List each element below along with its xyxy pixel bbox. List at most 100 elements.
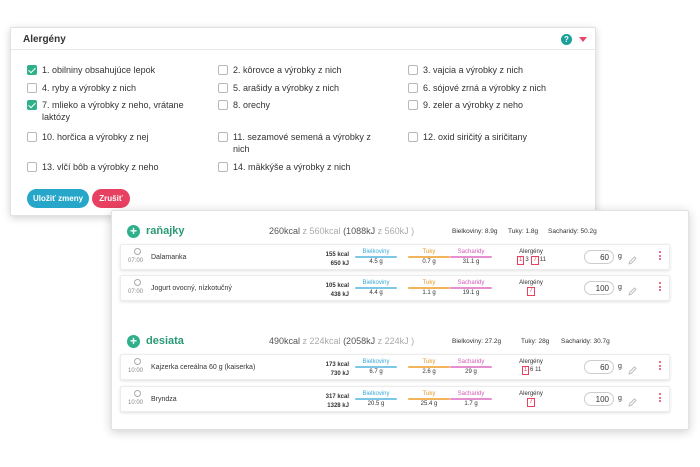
collapse-caret-icon[interactable] (579, 37, 587, 42)
fat-bar (408, 256, 450, 258)
checkbox[interactable] (408, 100, 418, 110)
allergen-code: 6 (530, 367, 534, 373)
checkbox[interactable] (408, 132, 418, 142)
food-row: 10:00 Bryndza 317 kcal 1328 kJ Bielkoviny 20.… (120, 386, 670, 412)
more-options-icon[interactable] (659, 393, 662, 404)
meal-fat-sum: Tuky: 28g (521, 338, 550, 345)
allergen-codes: 7 (509, 287, 553, 296)
meal-protein-sum: Bielkoviny: 8.9g (452, 228, 498, 235)
more-options-icon[interactable] (659, 251, 662, 262)
fat-label: Tuky (422, 391, 436, 397)
food-allergens: Alergény 7 (509, 390, 553, 407)
checkbox[interactable] (27, 83, 37, 93)
protein-label: Bielkoviny (362, 249, 390, 255)
save-changes-button[interactable]: Uložiť zmeny (27, 189, 89, 208)
allergen-label: 10. horčica a výrobky z nej (42, 132, 149, 142)
checkbox[interactable] (218, 65, 228, 75)
protein-value: 6.7 g (369, 369, 383, 375)
pencil-icon[interactable] (628, 362, 637, 375)
add-food-plus-icon[interactable]: + (127, 335, 140, 348)
allergen-panel-title: Alergény (23, 34, 66, 45)
carb-label: Sacharidy (457, 359, 485, 365)
food-carb-macro: Sacharidy 19.1 g (448, 279, 494, 298)
meal-header: + raňajky 260kcal z 560kcal (1088kJ z 560k… (112, 222, 688, 246)
allergen-label: 12. oxid siričitý a siričitany (423, 132, 528, 142)
meal-energy-summary: 490kcal z 224kcal (2058kJ z 224kJ ) (269, 336, 414, 346)
carb-bar (450, 366, 492, 368)
quantity-input[interactable]: 60 (584, 360, 614, 374)
food-fat-macro: Tuky 1.1 g (406, 279, 452, 298)
checkbox[interactable] (27, 100, 37, 110)
checkbox[interactable] (27, 65, 37, 75)
clock-icon (134, 248, 141, 255)
fat-bar (408, 287, 450, 289)
allergen-code: 7 (527, 287, 535, 296)
pencil-icon[interactable] (628, 394, 637, 407)
carb-bar (450, 287, 492, 289)
food-kj: 438 kJ (330, 292, 349, 298)
quantity-value: 100 (595, 284, 609, 293)
quantity-input[interactable]: 60 (584, 250, 614, 264)
food-time: 10:00 (128, 368, 144, 374)
more-options-icon[interactable] (659, 282, 662, 293)
food-kj: 1328 kJ (327, 403, 349, 409)
food-allergens: Alergény 7 (509, 279, 553, 296)
allergens-label: Alergény (519, 359, 543, 365)
food-kcal: 155 kcal (325, 252, 349, 258)
quantity-unit: g (618, 395, 622, 402)
allergen-code: 1 (517, 256, 525, 265)
pencil-icon[interactable] (628, 283, 637, 296)
quantity-value: 60 (600, 253, 609, 262)
quantity-unit: g (618, 284, 622, 291)
food-fat-macro: Tuky 2.6 g (406, 358, 452, 377)
meal-carb-sum: Sacharidy: 30.7g (561, 338, 610, 345)
food-protein-macro: Bielkoviny 6.7 g (353, 358, 399, 377)
cancel-button[interactable]: Zrušiť (92, 189, 130, 208)
fat-bar (408, 398, 450, 400)
food-energy: 155 kcal 650 kJ (309, 251, 349, 269)
pencil-icon[interactable] (628, 252, 637, 265)
allergens-label: Alergény (519, 249, 543, 255)
meal-kj-value: (1088kJ (343, 226, 378, 236)
food-name: Jogurt ovocný, nízkotučný (151, 285, 232, 292)
allergen-label: 7. mlieko a výrobky z neho, vrátane laktó… (42, 100, 184, 122)
quantity-input[interactable]: 100 (584, 281, 614, 295)
allergen-code: 3 (525, 257, 529, 263)
food-name: Bryndza (151, 396, 177, 403)
meal-energy-summary: 260kcal z 560kcal (1088kJ z 560kJ ) (269, 226, 414, 236)
meal-header: + desiata 490kcal z 224kcal (2058kJ z 224k… (112, 332, 688, 356)
checkbox[interactable] (27, 132, 37, 142)
allergen-code: 1 (521, 366, 530, 375)
checkbox[interactable] (27, 162, 37, 172)
meal-kj-target: z 224kJ ) (377, 336, 415, 346)
allergen-panel: Alergény ? 1. obilniny obsahujúce lepok 2… (10, 27, 596, 216)
checkbox[interactable] (408, 65, 418, 75)
clock-icon (134, 279, 141, 286)
protein-value: 4.5 g (369, 259, 383, 265)
checkbox[interactable] (218, 132, 228, 142)
add-food-plus-icon[interactable]: + (127, 225, 140, 238)
meal-plan-panel: + raňajky 260kcal z 560kcal (1088kJ z 560k… (111, 210, 689, 430)
more-options-icon[interactable] (659, 361, 662, 372)
protein-label: Bielkoviny (362, 280, 390, 286)
checkbox[interactable] (218, 162, 228, 172)
checkbox[interactable] (218, 83, 228, 93)
allergens-label: Alergény (519, 280, 543, 286)
meal-kj-value: (2058kJ (343, 336, 378, 346)
fat-value: 2.6 g (422, 369, 436, 375)
meal-carb-sum: Sacharidy: 50.2g (548, 228, 597, 235)
protein-bar (355, 256, 397, 258)
carb-bar (450, 398, 492, 400)
checkbox[interactable] (218, 100, 228, 110)
help-icon[interactable]: ? (561, 34, 572, 45)
food-energy: 173 kcal 730 kJ (309, 361, 349, 379)
meal-name: desiata (146, 335, 184, 347)
checkbox[interactable] (408, 83, 418, 93)
allergen-code: 7 (527, 398, 535, 407)
allergen-label: 4. ryby a výrobky z nich (42, 83, 137, 93)
food-protein-macro: Bielkoviny 4.5 g (353, 248, 399, 267)
allergen-label: 9. zeler a výrobky z neho (423, 100, 524, 110)
quantity-input[interactable]: 100 (584, 392, 614, 406)
allergen-label: 5. arašidy a výrobky z nich (233, 83, 340, 93)
